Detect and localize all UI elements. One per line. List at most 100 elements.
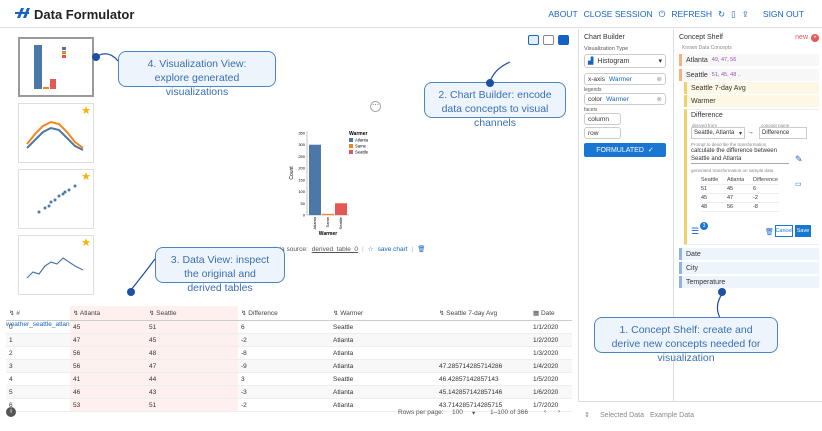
table-cell: 1 bbox=[9, 336, 13, 344]
table-cell: 56 bbox=[70, 347, 146, 359]
column-header[interactable]: ↯ Warmer bbox=[333, 310, 364, 317]
sample-row: 45 47 -2 bbox=[701, 194, 779, 203]
transform-list-icon[interactable]: ☰ bbox=[691, 226, 700, 236]
y-tick-label: 100 bbox=[298, 189, 305, 194]
sample-table: Seattle Atlanta Difference 51 45 6 45 47 -2 48 56 -… bbox=[701, 176, 779, 212]
table-cell: 2 bbox=[9, 349, 13, 357]
concept-label: City bbox=[686, 264, 699, 272]
thumbnail-line-chart[interactable]: ★ bbox=[18, 103, 94, 163]
column-header[interactable]: ↯ Atlanta bbox=[70, 306, 146, 320]
concept-atlanta[interactable]: Atlanta 49, 47, 56 bbox=[679, 54, 819, 66]
power-icon[interactable]: ⏻ bbox=[658, 9, 666, 19]
y-tick-label: 250 bbox=[298, 154, 305, 159]
code-icon[interactable]: ▭ bbox=[795, 181, 802, 188]
delete-icon[interactable]: 🗑 bbox=[417, 246, 426, 253]
remove-icon[interactable]: ⊗ bbox=[656, 76, 662, 83]
expand-icon[interactable]: ⇕ bbox=[584, 412, 590, 419]
save-button[interactable]: Save bbox=[795, 225, 811, 237]
cancel-button[interactable]: Cancel bbox=[775, 225, 793, 237]
upload-icon[interactable]: ⇪ bbox=[741, 9, 749, 19]
concept-name-input[interactable]: Difference bbox=[759, 127, 807, 139]
sample-cell: 51 bbox=[701, 186, 708, 192]
chart-x-axis-label: Warmer bbox=[319, 231, 337, 237]
new-concept-button[interactable]: new bbox=[795, 34, 808, 41]
refresh-link[interactable]: REFRESH bbox=[671, 9, 712, 19]
table-cell bbox=[436, 321, 530, 333]
info-icon[interactable]: i bbox=[6, 407, 16, 417]
thumbnail-histogram[interactable] bbox=[18, 37, 94, 97]
star-icon[interactable]: ★ bbox=[81, 237, 91, 249]
selected-data-tab[interactable]: Selected Data bbox=[600, 412, 644, 419]
derive-icon[interactable]: ✎ bbox=[795, 154, 803, 164]
table-row[interactable]: 4 41 44 3 Seattle 46.42857142857143 1/5/2020 bbox=[6, 373, 572, 386]
y-tick-label: 300 bbox=[298, 142, 305, 147]
delete-icon[interactable]: 🗑 bbox=[765, 229, 774, 236]
concept-name-value: Difference bbox=[762, 130, 790, 136]
column-field[interactable]: column bbox=[584, 113, 621, 125]
grid-view-icon[interactable] bbox=[543, 35, 554, 45]
concept-label: Seattle 7-day Avg bbox=[691, 84, 746, 92]
concept-temperature[interactable]: Temperature bbox=[679, 276, 819, 288]
table-cell bbox=[436, 334, 530, 346]
prompt-input[interactable]: calculate the difference between Seattle… bbox=[691, 148, 789, 164]
example-data-tab[interactable]: Example Data bbox=[650, 412, 694, 419]
table-row[interactable]: 3 56 47 -9 Atlanta 47.285714285714286 1/4/2020 bbox=[6, 360, 572, 373]
divider: | bbox=[362, 245, 364, 253]
top-bar: Data Formulator ABOUT CLOSE SESSION ⏻ RE… bbox=[0, 0, 822, 28]
derived-from-select[interactable]: Seattle, Atlanta ▾ bbox=[691, 127, 745, 139]
star-outline-icon[interactable]: ☆ bbox=[367, 246, 374, 253]
row-field[interactable]: row bbox=[584, 127, 621, 139]
rows-per-page-select[interactable]: 100 bbox=[452, 409, 463, 416]
formulate-button[interactable]: FORMULATED ✓ bbox=[584, 143, 666, 157]
table-cell: 51 bbox=[146, 321, 238, 333]
column-header[interactable]: ↯ Seattle bbox=[146, 306, 238, 320]
refresh-icon[interactable]: ↻ bbox=[717, 9, 726, 19]
column-header[interactable]: ↯ Difference bbox=[241, 310, 278, 317]
concept-seattle-7day-avg[interactable]: Seattle 7-day Avg bbox=[684, 82, 819, 94]
remove-icon[interactable]: ⊗ bbox=[656, 96, 662, 103]
table-cell: -2 bbox=[241, 401, 247, 409]
column-header[interactable]: ▦ Date bbox=[533, 310, 555, 317]
check-icon: ✓ bbox=[647, 147, 654, 154]
derived-from-value: Seattle, Atlanta bbox=[694, 130, 735, 136]
table-row[interactable]: 0 45 51 6 Seattle 1/1/2020 bbox=[6, 321, 572, 334]
table-cell: 43 bbox=[146, 386, 238, 398]
table-row[interactable]: 1 47 45 -2 Atlanta 1/2/2020 bbox=[6, 334, 572, 347]
breadcrumb-source[interactable]: weather_seattle_atlanta.csv bbox=[6, 321, 87, 328]
chevron-down-icon[interactable]: ▾ bbox=[472, 410, 476, 417]
column-header[interactable]: ↯ # bbox=[9, 310, 20, 317]
callout-data-view: 3. Data View: inspect the original and d… bbox=[155, 247, 285, 294]
sample-cell: 56 bbox=[727, 204, 734, 210]
clipboard-icon[interactable]: ▯ bbox=[731, 9, 736, 19]
prev-page-icon[interactable]: ‹ bbox=[544, 408, 547, 415]
color-field[interactable]: color Warmer ⊗ bbox=[584, 93, 666, 105]
callout-concept-shelf: 1. Concept Shelf: create and derive new … bbox=[594, 317, 778, 364]
concept-date[interactable]: Date bbox=[679, 248, 819, 260]
table-cell: 47 bbox=[70, 334, 146, 346]
more-options-icon[interactable]: ⋯ bbox=[370, 101, 381, 112]
add-icon[interactable]: + bbox=[811, 34, 819, 42]
signout-link[interactable]: SIGN OUT bbox=[762, 9, 804, 19]
concept-warmer[interactable]: Warmer bbox=[684, 95, 819, 107]
gallery-view-icon[interactable] bbox=[558, 35, 569, 45]
star-icon[interactable]: ★ bbox=[81, 171, 91, 183]
table-row[interactable]: 2 56 48 -8 Atlanta 1/3/2020 bbox=[6, 347, 572, 360]
close-session-link[interactable]: CLOSE SESSION bbox=[583, 9, 653, 19]
concept-seattle[interactable]: Seattle 51, 45, 48 .. bbox=[679, 69, 819, 81]
table-row[interactable]: 5 46 43 -3 Atlanta 45.142857142857146 1/6/2020 bbox=[6, 386, 572, 399]
column-header[interactable]: ↯ Seattle 7-day Avg bbox=[439, 310, 498, 317]
concept-city[interactable]: City bbox=[679, 262, 819, 274]
next-page-icon[interactable]: › bbox=[558, 408, 561, 415]
about-link[interactable]: ABOUT bbox=[548, 9, 578, 19]
x-axis-field[interactable]: x-axis Warmer ⊗ bbox=[584, 73, 666, 85]
thumbnail-line-avg[interactable]: ★ bbox=[18, 235, 94, 295]
single-view-icon[interactable] bbox=[528, 35, 539, 45]
vis-type-select[interactable]: ▟ Histogram ▾ bbox=[584, 54, 666, 68]
sample-row: Seattle Atlanta Difference bbox=[701, 176, 779, 185]
thumbnail-scatter[interactable]: ★ bbox=[18, 169, 94, 229]
table-row[interactable]: 6 53 51 -2 Atlanta 43.714285714285715 1/7/2020 bbox=[6, 399, 572, 412]
x-axis-label: x-axis bbox=[588, 75, 605, 83]
y-tick-label: 350 bbox=[298, 131, 305, 136]
star-icon[interactable]: ★ bbox=[81, 105, 91, 117]
save-chart-button[interactable]: save chart bbox=[377, 245, 408, 253]
